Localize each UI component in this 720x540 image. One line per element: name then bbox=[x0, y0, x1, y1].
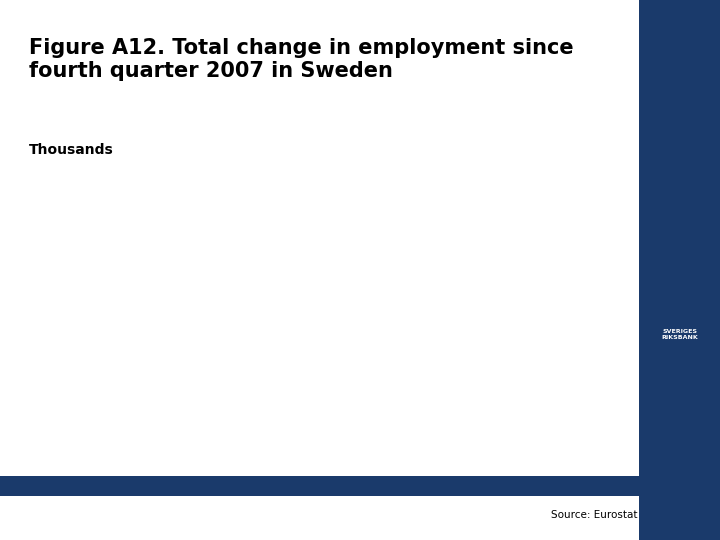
Text: Thousands: Thousands bbox=[29, 143, 114, 157]
Text: SVERIGES
RIKSBANK: SVERIGES RIKSBANK bbox=[661, 329, 698, 340]
Text: Figure A12. Total change in employment since
fourth quarter 2007 in Sweden: Figure A12. Total change in employment s… bbox=[29, 38, 573, 81]
Text: Source: Eurostat: Source: Eurostat bbox=[551, 510, 637, 521]
